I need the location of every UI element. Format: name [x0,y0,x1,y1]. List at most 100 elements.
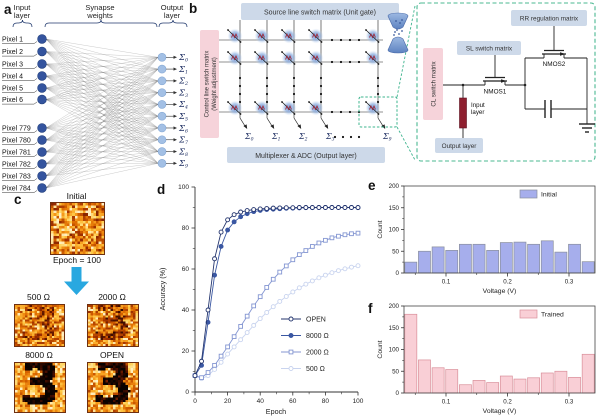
x-tick-label: 0.2 [503,399,512,406]
memristor-glyph [258,104,265,111]
histogram-bar [486,382,500,394]
memristor-glyph [285,54,292,61]
histogram-bar [554,370,568,394]
brace [158,19,188,28]
data-marker [205,307,211,313]
column-sum-label: Σ9 [382,132,392,143]
svg-text:(Weight adjustment): (Weight adjustment) [212,57,218,111]
data-marker [231,334,237,339]
unit-cell-inset-circuit: RR regulation matrix SL switch matrix CL… [416,2,596,162]
data-marker [323,237,328,243]
panel-b-crossbar-circuit: Source line switch matrix (Unit gate) Co… [200,3,416,163]
y-axis-label: Count [377,220,384,238]
output-node [157,135,167,145]
data-marker [329,205,335,210]
y-tick-label: 80 [182,225,190,232]
data-marker [231,212,237,218]
histogram-bar [568,376,581,394]
legend-label: 2000 Ω [306,349,329,356]
x-tick-label: 40 [257,398,265,405]
data-marker [225,344,230,350]
input-node [37,71,47,81]
map-label-2000: 2000 Ω [98,292,126,302]
rr-regulation-matrix-box [511,10,587,26]
y-tick-label: 50 [392,248,399,255]
braces [12,19,188,28]
y-tick-label: 20 [182,348,190,355]
data-marker [288,333,294,338]
control-line-switch-matrix-label: Control line switch matrix [205,51,211,118]
data-marker [316,275,322,281]
brace [12,19,33,28]
synapse-cells [227,28,381,116]
epoch-label: Epoch = 100 [53,255,101,265]
output-layer-header: Output [161,3,184,12]
svg-text:layer: layer [471,109,484,116]
data-marker [251,322,257,328]
pixel-label: Pixel 779 [2,126,31,133]
data-marker [283,205,289,211]
panel-letter-d: d [157,182,166,197]
data-marker [225,217,231,223]
y-axis-label: Count [377,340,384,358]
data-marker [288,366,294,371]
y-tick-label: 200 [389,183,400,190]
output-node [157,159,167,168]
sl-switch-matrix-label: SL switch matrix [466,46,513,53]
data-marker [309,205,315,210]
cl-switch-matrix-label: CL switch matrix [431,61,438,107]
multiplexer-adc-label: Multiplexer & ADC (Output layer) [255,153,357,160]
x-tick-label: 0 [193,398,197,405]
data-marker [288,316,294,322]
y-tick-label: 100 [389,347,400,354]
column-sum-label: Σ3 [325,132,335,143]
initial-weight-map [50,202,105,255]
histogram-bar [418,250,431,274]
output-node [157,64,167,74]
data-marker [257,294,263,300]
input-node [37,171,47,181]
panel-letter-f: f [368,301,373,316]
data-marker [218,359,224,365]
memristor-glyph [369,54,376,61]
data-marker [309,278,315,284]
legend-label: Trained [541,312,564,319]
x-tick-label: 0.3 [565,399,574,406]
x-tick-label: 0.1 [442,279,451,286]
legend-swatch [519,189,538,199]
column-sum-label: Σ2 [298,132,308,143]
output-node [157,88,167,97]
data-marker [251,207,257,212]
sum-label: Σ4 [178,100,188,111]
sum-label: Σ5 [178,112,188,123]
memristor-glyph [285,32,292,39]
brace [44,19,158,28]
output-layer-box [435,138,483,153]
data-marker [342,266,348,272]
data-marker [329,270,335,276]
svg-text:layer: layer [14,11,31,20]
nmos2-label: NMOS2 [543,61,566,68]
data-marker [264,206,270,211]
output-node [157,111,167,121]
source-line-switch-matrix-label: Source line switch matrix (Unit gate) [264,10,376,17]
data-marker [303,248,309,253]
legend-label: 500 Ω [306,366,325,373]
histogram-bar [404,313,418,394]
histogram-bar [568,243,581,274]
input-node [37,135,47,145]
input-node [37,83,47,93]
data-marker [244,313,250,319]
data-marker [296,205,302,210]
input-node [37,46,47,57]
column-sum-label: Σ1 [271,132,281,143]
data-marker [244,330,250,336]
histogram-bar [554,251,568,274]
x-tick-label: 0.2 [503,279,512,286]
weight-map-2000 [87,304,139,347]
histogram-bar [527,243,540,274]
data-marker [310,244,315,249]
y-tick-label: 150 [389,325,400,332]
sum-label: Σ8 [178,147,188,158]
output-node [157,123,167,133]
